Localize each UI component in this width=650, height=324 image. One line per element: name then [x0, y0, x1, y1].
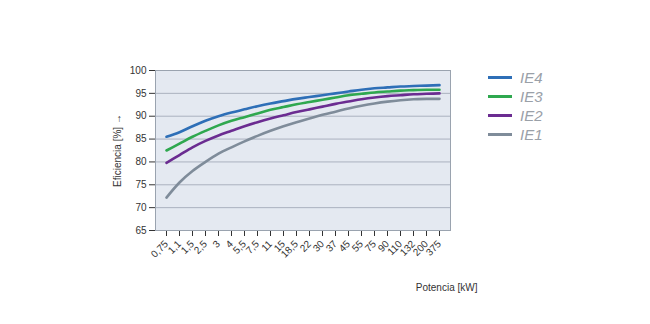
svg-text:37: 37 — [323, 238, 340, 254]
svg-text:90: 90 — [135, 110, 147, 121]
html-text:IE4: IE4 — [520, 69, 543, 86]
svg-text:55: 55 — [349, 238, 366, 254]
svg-text:110: 110 — [385, 238, 405, 258]
svg-text:0,75: 0,75 — [148, 238, 171, 260]
svg-text:7,5: 7,5 — [244, 238, 262, 256]
html-text:IE3: IE3 — [520, 88, 543, 105]
svg-text:100: 100 — [130, 65, 147, 76]
html-text:IE1: IE1 — [520, 126, 543, 143]
svg-text:70: 70 — [135, 202, 147, 213]
svg-text:15: 15 — [271, 238, 288, 254]
svg-text:11: 11 — [259, 238, 275, 254]
svg-text:375: 375 — [424, 238, 444, 258]
svg-text:3: 3 — [210, 238, 222, 250]
svg-text:75: 75 — [362, 238, 379, 254]
svg-text:22: 22 — [297, 238, 314, 254]
svg-text:45: 45 — [336, 238, 353, 254]
html-text:IE2: IE2 — [520, 107, 543, 124]
svg-text:Potencia [kW]: Potencia [kW] — [416, 282, 478, 293]
svg-text:2,5: 2,5 — [192, 238, 210, 256]
svg-text:4: 4 — [223, 238, 236, 250]
svg-text:5,5: 5,5 — [230, 238, 249, 256]
svg-text:30: 30 — [310, 238, 327, 254]
svg-text:90: 90 — [375, 238, 392, 254]
svg-text:85: 85 — [135, 133, 147, 144]
svg-text:1,1: 1,1 — [165, 238, 184, 256]
svg-text:95: 95 — [135, 88, 147, 99]
svg-text:132: 132 — [397, 238, 418, 258]
svg-text:65: 65 — [135, 225, 147, 236]
svg-text:75: 75 — [135, 179, 147, 190]
svg-text:Eficiencia [%] →: Eficiencia [%] → — [112, 114, 123, 187]
svg-text:1,5: 1,5 — [178, 238, 197, 256]
svg-text:80: 80 — [135, 156, 147, 167]
svg-text:200: 200 — [410, 238, 431, 258]
svg-text:18,5: 18,5 — [279, 238, 301, 260]
